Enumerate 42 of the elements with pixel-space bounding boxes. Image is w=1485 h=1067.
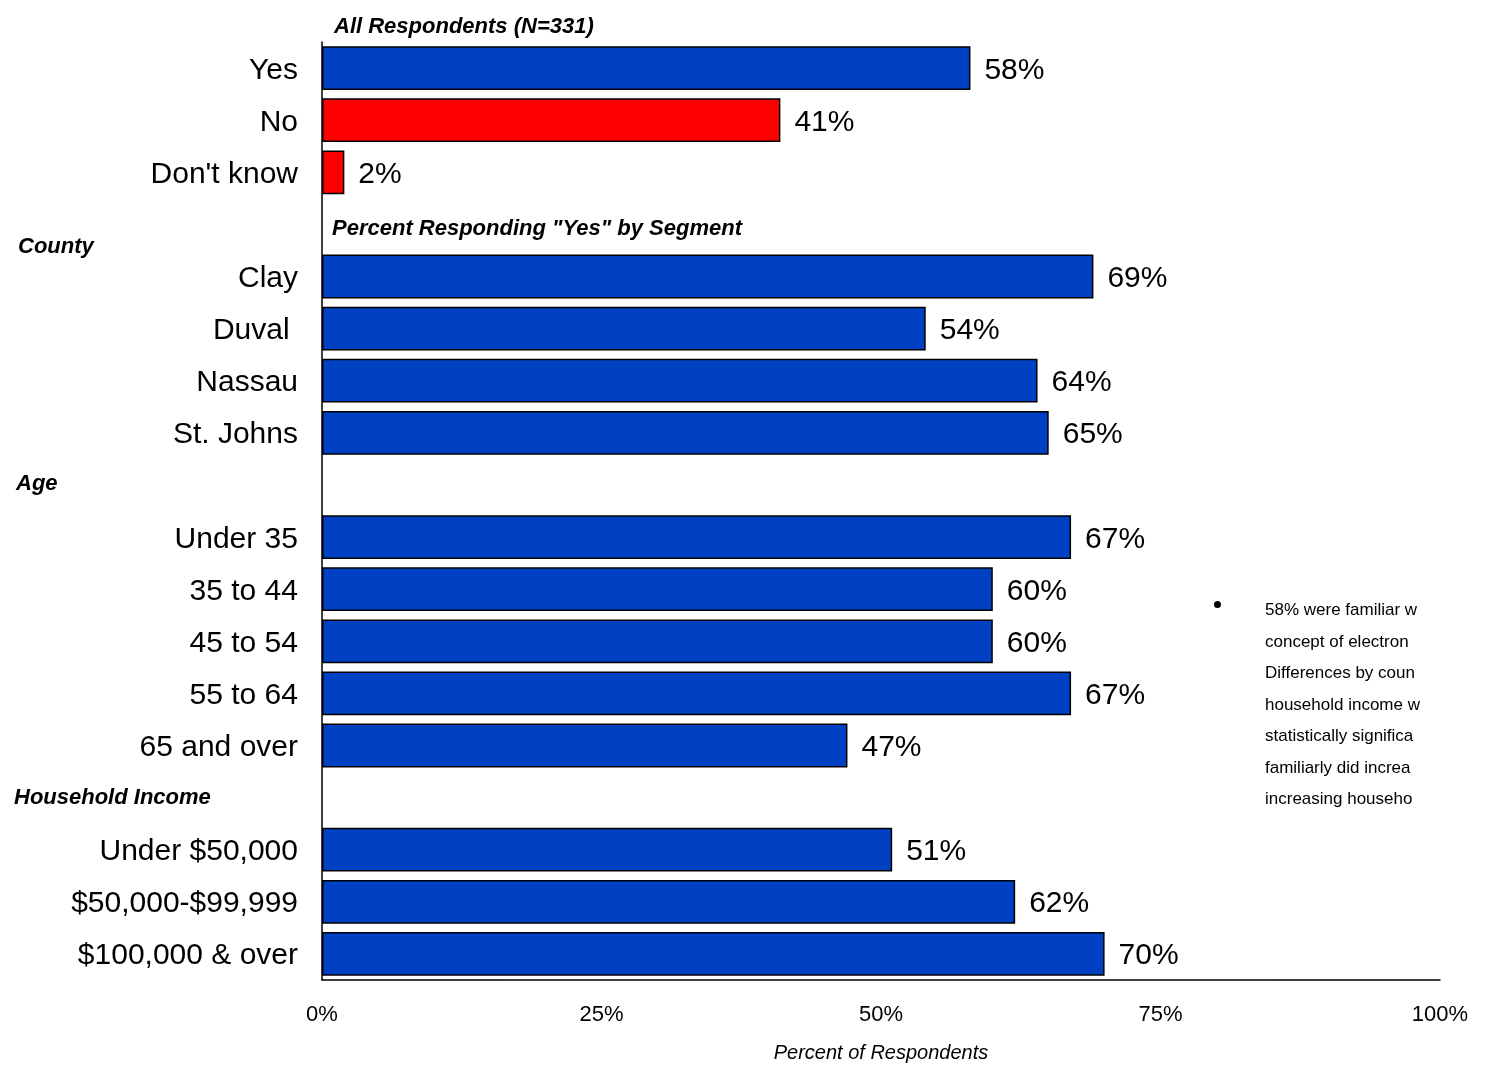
annotation: Percent Responding "Yes" by Segment: [332, 215, 744, 241]
data-label: 69%: [1107, 260, 1168, 293]
y-tick-label: Duval: [212, 312, 298, 346]
data-label: 60%: [1006, 572, 1067, 606]
data-label: 62%: [1029, 885, 1090, 919]
text: County: [18, 233, 96, 259]
y-tick-label: Don't know: [150, 155, 299, 189]
annotation: 58% were familiar w concept of electron Differences by coun household income w statistically significa familiarly did increa increasing househo: [1265, 600, 1421, 809]
x-axis-title: Percent of Respondents: [773, 1041, 989, 1063]
data-label: 65%: [1062, 416, 1123, 450]
data-label: 60%: [1006, 624, 1067, 658]
y-tick-label: Clay: [237, 260, 298, 293]
data-label: 54%: [939, 312, 1000, 346]
y-tick-label: 65 and over: [139, 729, 299, 762]
y-tick-label: Under $50,000: [99, 833, 298, 867]
data-label: 70%: [1118, 937, 1179, 971]
text: Household Income: [14, 784, 211, 810]
data-label: 67%: [1085, 676, 1146, 710]
x-tick-label: 0%: [306, 1000, 338, 1026]
y-tick-label: 35 to 44: [189, 572, 298, 606]
y-tick-label: 55 to 64: [189, 676, 298, 710]
y-tick-label: $50,000-$99,999: [71, 885, 298, 919]
x-tick-label: 100%: [1411, 1000, 1469, 1026]
y-tick-label: St. Johns: [172, 416, 298, 450]
data-label: 67%: [1085, 520, 1146, 554]
y-tick-label: No: [259, 103, 298, 137]
data-label: 51%: [906, 833, 967, 867]
data-label: 58%: [984, 51, 1045, 85]
x-tick-label: 25%: [579, 1000, 624, 1026]
data-label: 2%: [358, 155, 402, 189]
x-tick-label: 75%: [1138, 1000, 1183, 1026]
y-tick-label: 45 to 54: [189, 624, 298, 658]
y-tick-label: $100,000 & over: [77, 937, 298, 971]
text: All Respondents (N=331): [333, 13, 594, 39]
data-label: 64%: [1051, 364, 1112, 398]
x-tick-label: 50%: [858, 1000, 904, 1026]
y-tick-label: Nassau: [196, 364, 298, 398]
y-tick-label: Under 35: [174, 520, 298, 554]
data-label: 47%: [861, 729, 922, 762]
y-tick-label: Yes: [249, 51, 298, 85]
text: Age: [15, 470, 58, 496]
data-label: 41%: [794, 103, 855, 137]
